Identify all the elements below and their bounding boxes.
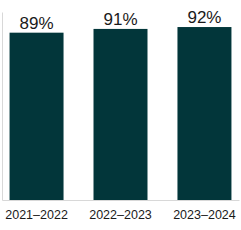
bar: [10, 33, 64, 200]
plot-area: [10, 27, 232, 200]
x-axis-line: [3, 200, 240, 201]
data-labels: 89% 91% 92%: [20, 8, 222, 33]
x-axis: 2021–2022 2022–2023 2023–2024: [3, 200, 240, 222]
bar: [94, 29, 148, 200]
data-label: 92%: [187, 8, 221, 27]
x-tick: 2022–2023: [89, 200, 152, 222]
bar: [177, 27, 231, 200]
x-tick-label: 2023–2024: [173, 208, 236, 222]
x-tick: 2021–2022: [5, 200, 68, 222]
chart: 2021–2022 2022–2023 2023–2024 89% 91% 92%: [0, 0, 241, 230]
y-axis-line: [2, 13, 3, 201]
x-tick: 2023–2024: [173, 200, 236, 222]
data-label: 91%: [103, 10, 137, 29]
y-axis: [2, 13, 3, 201]
data-label: 89%: [20, 14, 54, 33]
x-tick-label: 2021–2022: [5, 208, 68, 222]
x-tick-label: 2022–2023: [89, 208, 152, 222]
